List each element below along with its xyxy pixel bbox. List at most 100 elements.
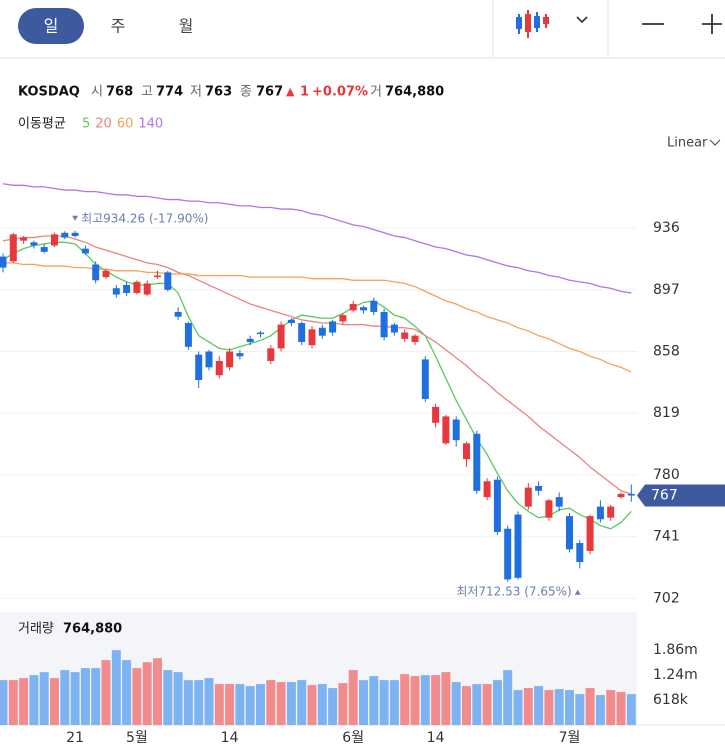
zoom-in[interactable]	[702, 14, 722, 34]
volume-title: 거래량	[18, 622, 54, 637]
candle-body	[205, 351, 213, 368]
x-tick-label: 5월	[126, 730, 148, 746]
candle-body	[576, 543, 584, 563]
price-tag	[637, 484, 725, 507]
candle-body	[411, 335, 419, 343]
volume-bar	[585, 688, 595, 725]
volume-bar	[276, 682, 286, 725]
scale-toggle[interactable]: Linear	[667, 136, 708, 151]
candle-body	[9, 234, 17, 262]
price-tag-label: 767	[651, 488, 678, 504]
volume-bar	[575, 694, 585, 725]
chart-type-button[interactable]	[516, 10, 588, 38]
quote-value: 768	[106, 85, 133, 100]
candle-body	[442, 416, 450, 444]
volume-bar	[245, 686, 255, 725]
candle-body	[246, 338, 254, 343]
volume-bar	[420, 675, 430, 725]
y-tick-label: 858	[653, 344, 680, 360]
change-arrow: ▲	[286, 85, 295, 98]
volume-bar	[400, 674, 410, 725]
candle-body	[483, 481, 491, 498]
candle-body	[92, 264, 100, 281]
volume-bar	[606, 690, 616, 725]
candle-body	[607, 506, 615, 518]
volume-bar	[132, 668, 142, 725]
candle-body	[164, 272, 172, 290]
scale-toggle-icon[interactable]	[709, 139, 721, 146]
quote-label: 고	[141, 85, 153, 100]
legend: 5 20 60 140	[82, 117, 163, 132]
x-tick-label: 6월	[342, 730, 364, 746]
candle-body	[236, 353, 244, 357]
tab-active-bg[interactable]	[18, 8, 84, 44]
candle-body	[287, 319, 295, 324]
candle-body	[257, 332, 264, 335]
volume-bar	[80, 668, 90, 725]
min-annotation: 최저712.53 (7.65%)	[456, 584, 571, 598]
volume-bar	[307, 685, 317, 725]
volume-bar	[19, 678, 29, 725]
candle-body	[524, 487, 532, 507]
tab[interactable]: 월	[179, 17, 194, 36]
volume-bar	[142, 662, 152, 725]
volume-bar	[91, 668, 101, 725]
candle-body	[586, 516, 594, 551]
candle-body	[349, 304, 357, 311]
volume-bar	[183, 680, 193, 725]
volume-bar	[256, 684, 265, 725]
y-tick-label: 819	[653, 405, 680, 421]
volume-bar	[214, 684, 224, 725]
volume-bar	[225, 684, 235, 725]
x-tick-label: 14	[427, 730, 445, 746]
quote-label: 저	[190, 85, 202, 100]
candle-body	[0, 256, 7, 268]
max-annotation: 최고934.26 (-17.90%)	[81, 211, 208, 225]
volume-bar	[472, 684, 482, 725]
tab[interactable]: 주	[111, 17, 126, 36]
candle-body	[226, 351, 234, 368]
volume-bar	[50, 678, 59, 725]
y-tick-label: 1.24m	[653, 667, 698, 683]
y-tick-label: 1.86m	[653, 642, 698, 658]
y-tick-label: 741	[653, 529, 680, 545]
y-tick-label: 897	[653, 282, 680, 298]
volume-bar	[266, 680, 276, 725]
volume-bar	[492, 680, 502, 725]
volume-bar	[503, 670, 513, 725]
legend-entry: 5	[82, 117, 90, 132]
candle-body	[195, 354, 203, 380]
candle-body	[329, 321, 337, 333]
candle-body	[123, 285, 131, 293]
volume-bar	[163, 670, 173, 725]
volume-bar	[431, 675, 441, 725]
change: 1	[300, 85, 309, 100]
quote-value: 767	[256, 85, 283, 100]
volume-bar	[8, 680, 18, 725]
volume-bar	[204, 678, 214, 725]
volume-bar	[565, 690, 574, 725]
volume-bar	[317, 684, 327, 725]
volume-bar	[595, 695, 605, 725]
volume-bar	[534, 686, 544, 725]
candle-body	[81, 248, 89, 254]
volume-bar	[29, 675, 39, 725]
candle-body	[596, 506, 604, 520]
candle-body	[504, 528, 512, 580]
quote-label: 종	[240, 85, 252, 100]
volume-bar	[523, 688, 533, 725]
y-tick-label: 936	[653, 220, 680, 236]
ma-line	[2, 183, 632, 294]
quote-value: 764,880	[385, 85, 444, 100]
volume-bar	[0, 680, 8, 725]
legend-entry: 20	[95, 117, 112, 132]
candle-body	[535, 486, 543, 491]
candle-body	[401, 332, 409, 339]
tab[interactable]: 일	[44, 17, 59, 36]
candle-body	[298, 323, 306, 343]
volume-bar	[441, 672, 451, 725]
volume-bar	[379, 680, 389, 725]
candle-body	[360, 307, 367, 311]
candle-body	[30, 242, 38, 246]
